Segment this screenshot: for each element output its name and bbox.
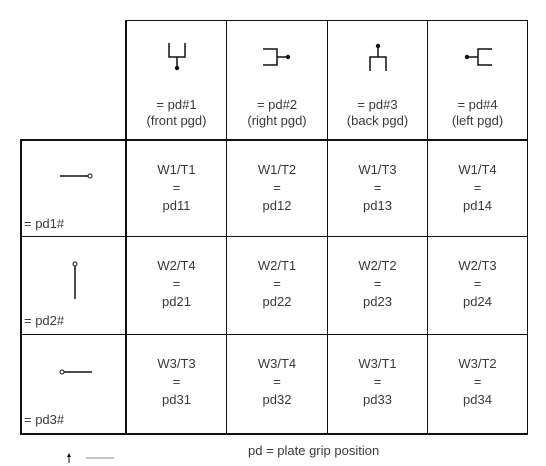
cell-combo: W2/T3 xyxy=(458,258,497,273)
cell-combo: W2/T4 xyxy=(157,258,196,273)
cell-code: pd31 xyxy=(162,392,191,407)
row-header-pd1: = pd1# xyxy=(22,141,125,236)
column-header-label: = pd#4 xyxy=(457,97,498,112)
cell-equals: = xyxy=(473,374,482,389)
table-cell: W1/T1 = pd11 xyxy=(127,141,226,236)
grid-line xyxy=(20,433,528,435)
cell-code: pd34 xyxy=(463,392,492,407)
table-cell: W2/T2 = pd23 xyxy=(328,237,427,334)
row-header-pd2: = pd2# xyxy=(22,237,125,334)
table-cell: W3/T4 = pd32 xyxy=(227,335,327,433)
cell-equals: = xyxy=(273,180,281,195)
cell-combo: W3/T4 xyxy=(257,356,297,371)
cell-combo: W1/T4 xyxy=(458,162,497,177)
grid-line xyxy=(327,20,328,435)
vertical-plate-top-pin-icon xyxy=(72,261,78,299)
table-cell: W3/T2 = pd34 xyxy=(428,335,527,433)
row-header-label: = pd3# xyxy=(24,412,65,427)
cell-code: pd23 xyxy=(363,294,392,309)
table-cell: W1/T2 = pd12 xyxy=(227,141,327,236)
cell-equals: = xyxy=(373,374,382,389)
grid-line xyxy=(20,334,528,335)
column-header-pd3: = pd#3 (back pgd) xyxy=(328,21,427,139)
column-header-pd4: = pd#4 (left pgd) xyxy=(428,21,527,139)
cell-combo: W3/T3 xyxy=(157,356,196,371)
right-grip-icon xyxy=(263,48,291,66)
grid-line xyxy=(427,20,428,435)
column-header-sub: (front pgd) xyxy=(146,113,207,128)
column-header-sub: (left pgd) xyxy=(451,113,504,128)
column-header-label: = pd#2 xyxy=(256,97,298,112)
cell-code: pd12 xyxy=(262,198,292,213)
left-grip-icon xyxy=(464,48,492,66)
cell-equals: = xyxy=(273,374,281,389)
table-cell: W3/T1 = pd33 xyxy=(328,335,427,433)
grid-line xyxy=(125,20,127,435)
column-header-label: = pd#1 xyxy=(156,97,197,112)
cell-combo: W3/T2 xyxy=(458,356,497,371)
cell-code: pd32 xyxy=(262,392,292,407)
row-header-pd3: = pd3# xyxy=(22,335,125,433)
table-cell: W2/T3 = pd24 xyxy=(428,237,527,334)
cell-combo: W2/T2 xyxy=(358,258,397,273)
orientation-arrow-icon xyxy=(67,453,114,463)
table-cell: W1/T3 = pd13 xyxy=(328,141,427,236)
grid-line xyxy=(527,20,528,435)
cell-equals: = xyxy=(373,276,382,291)
cell-code: pd22 xyxy=(262,294,292,309)
horizontal-plate-right-pin-icon xyxy=(60,173,93,179)
horizontal-plate-left-pin-icon xyxy=(59,369,92,375)
column-header-sub: (back pgd) xyxy=(346,113,409,128)
table-cell: W2/T1 = pd22 xyxy=(227,237,327,334)
grid-line xyxy=(226,20,227,435)
cell-code: pd21 xyxy=(162,294,191,309)
table-cell: W1/T4 = pd14 xyxy=(428,141,527,236)
cell-combo: W1/T2 xyxy=(257,162,297,177)
cell-code: pd24 xyxy=(463,294,492,309)
cell-code: pd33 xyxy=(363,392,392,407)
cell-equals: = xyxy=(473,276,482,291)
cell-equals: = xyxy=(273,276,281,291)
front-grip-icon xyxy=(167,43,186,71)
grid-line xyxy=(20,139,22,435)
column-header-sub: (right pgd) xyxy=(247,113,307,128)
cell-combo: W1/T3 xyxy=(358,162,397,177)
cell-equals: = xyxy=(172,374,181,389)
cell-combo: W3/T1 xyxy=(358,356,397,371)
grid-line xyxy=(20,236,528,237)
cell-code: pd14 xyxy=(463,198,492,213)
row-header-label: = pd2# xyxy=(24,313,65,328)
table-cell: W3/T3 = pd31 xyxy=(127,335,226,433)
back-grip-icon xyxy=(368,43,387,71)
table-cell: W2/T4 = pd21 xyxy=(127,237,226,334)
cell-combo: W1/T1 xyxy=(157,162,196,177)
cell-equals: = xyxy=(172,180,181,195)
column-header-pd1: = pd#1 (front pgd) xyxy=(127,21,226,139)
cell-equals: = xyxy=(172,276,181,291)
cell-code: pd13 xyxy=(363,198,392,213)
row-header-label: = pd1# xyxy=(24,216,65,231)
cell-combo: W2/T1 xyxy=(257,258,297,273)
caption: pd = plate grip position xyxy=(248,443,380,458)
column-header-label: = pd#3 xyxy=(357,97,398,112)
column-header-pd2: = pd#2 (right pgd) xyxy=(227,21,327,139)
cell-equals: = xyxy=(473,180,482,195)
cell-equals: = xyxy=(373,180,382,195)
grid-line xyxy=(20,139,528,141)
cell-code: pd11 xyxy=(162,198,191,213)
